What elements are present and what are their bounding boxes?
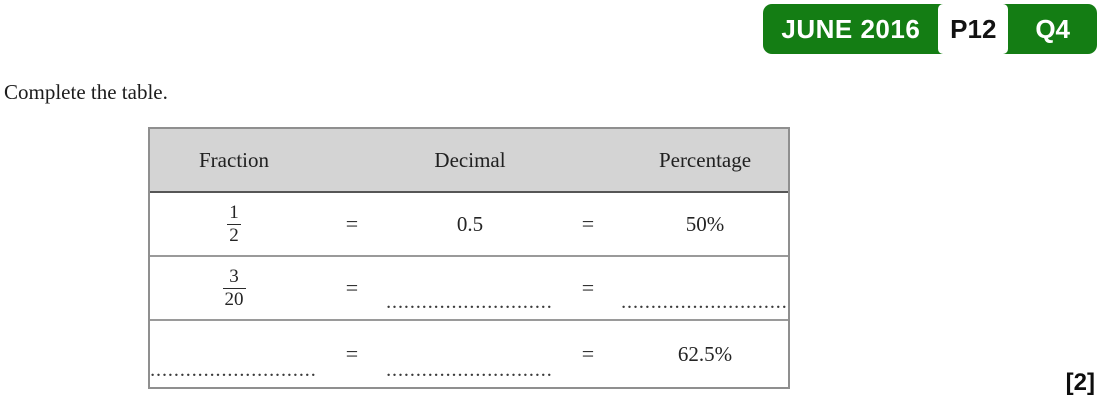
instruction-text: Complete the table.	[4, 80, 168, 104]
header-decimal: Decimal	[434, 147, 506, 172]
equals-sign: =	[581, 211, 595, 236]
percentage-cell: ............................	[622, 257, 788, 319]
table-row: 1 2 = 0.5 = 50%	[150, 193, 788, 257]
equals-sign: =	[581, 275, 595, 300]
equals-sign: =	[581, 341, 595, 366]
marks-badge: [2]	[1065, 369, 1095, 396]
table-row: ............................ = .........…	[150, 321, 788, 387]
equals-sign: =	[345, 341, 359, 366]
answer-blank-fraction: ............................	[150, 364, 318, 380]
fraction-one-half: 1 2	[227, 201, 241, 246]
table-row: 3 20 = ............................ = ..…	[150, 257, 788, 321]
decimal-cell: ............................	[386, 257, 554, 319]
badge-question-label: Q4	[1035, 13, 1070, 44]
exam-reference-badge: JUNE 2016 P12 Q4	[763, 4, 1097, 54]
fraction-value: 3 20	[150, 257, 318, 319]
fraction-three-twentieths: 3 20	[222, 265, 246, 310]
header-spacer	[554, 129, 622, 191]
answer-blank-percentage: ............................	[621, 296, 789, 312]
table-header-row: Fraction Decimal Percentage	[150, 129, 788, 193]
percentage-value: 62.5%	[677, 341, 733, 366]
header-percentage: Percentage	[658, 147, 752, 172]
percentage-value: 50%	[685, 211, 725, 236]
conversion-table: Fraction Decimal Percentage 1 2 = 0.5 = …	[148, 127, 790, 389]
header-spacer	[318, 129, 386, 191]
decimal-cell: ............................	[386, 321, 554, 387]
equals-sign: =	[345, 275, 359, 300]
answer-blank-decimal: ............................	[386, 296, 554, 312]
badge-paper-label: P12	[938, 4, 1009, 54]
badge-session-label: JUNE 2016	[781, 13, 921, 44]
equals-sign: =	[345, 211, 359, 236]
fraction-value: 1 2	[150, 193, 318, 255]
answer-blank-decimal: ............................	[386, 364, 554, 380]
header-fraction: Fraction	[199, 147, 269, 172]
decimal-value: 0.5	[456, 211, 484, 236]
fraction-cell: ............................	[150, 321, 318, 387]
